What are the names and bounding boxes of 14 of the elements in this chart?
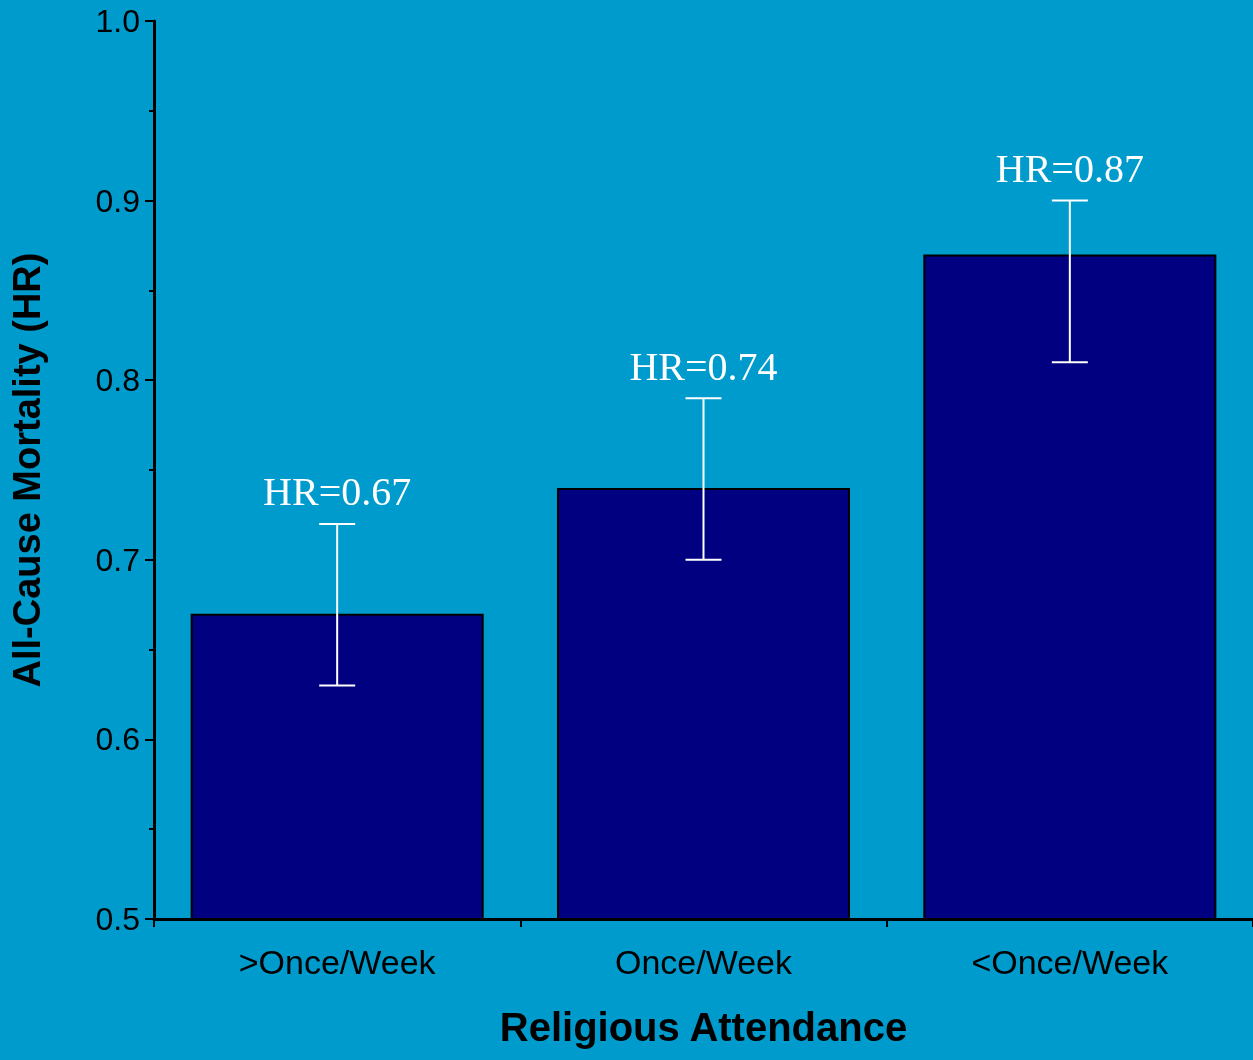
data-label: HR=0.74 bbox=[629, 343, 778, 389]
x-tick-label: >Once/Week bbox=[238, 943, 437, 981]
y-tick-label: 0.7 bbox=[95, 541, 140, 578]
y-tick-label: 0.6 bbox=[95, 721, 140, 758]
y-tick-label: 0.8 bbox=[95, 362, 140, 399]
data-label: HR=0.87 bbox=[995, 146, 1144, 192]
data-label: HR=0.67 bbox=[263, 469, 412, 515]
y-tick-label: 0.5 bbox=[95, 901, 140, 937]
x-tick-label: <Once/Week bbox=[971, 943, 1170, 981]
x-tick-label: Once/Week bbox=[614, 943, 793, 981]
y-axis-title: All-Cause Mortality (HR) bbox=[6, 252, 48, 688]
x-axis-title: Religious Attendance bbox=[499, 1005, 908, 1049]
y-tick-label: 0.9 bbox=[95, 182, 140, 219]
y-tick-label: 1.0 bbox=[95, 3, 140, 39]
